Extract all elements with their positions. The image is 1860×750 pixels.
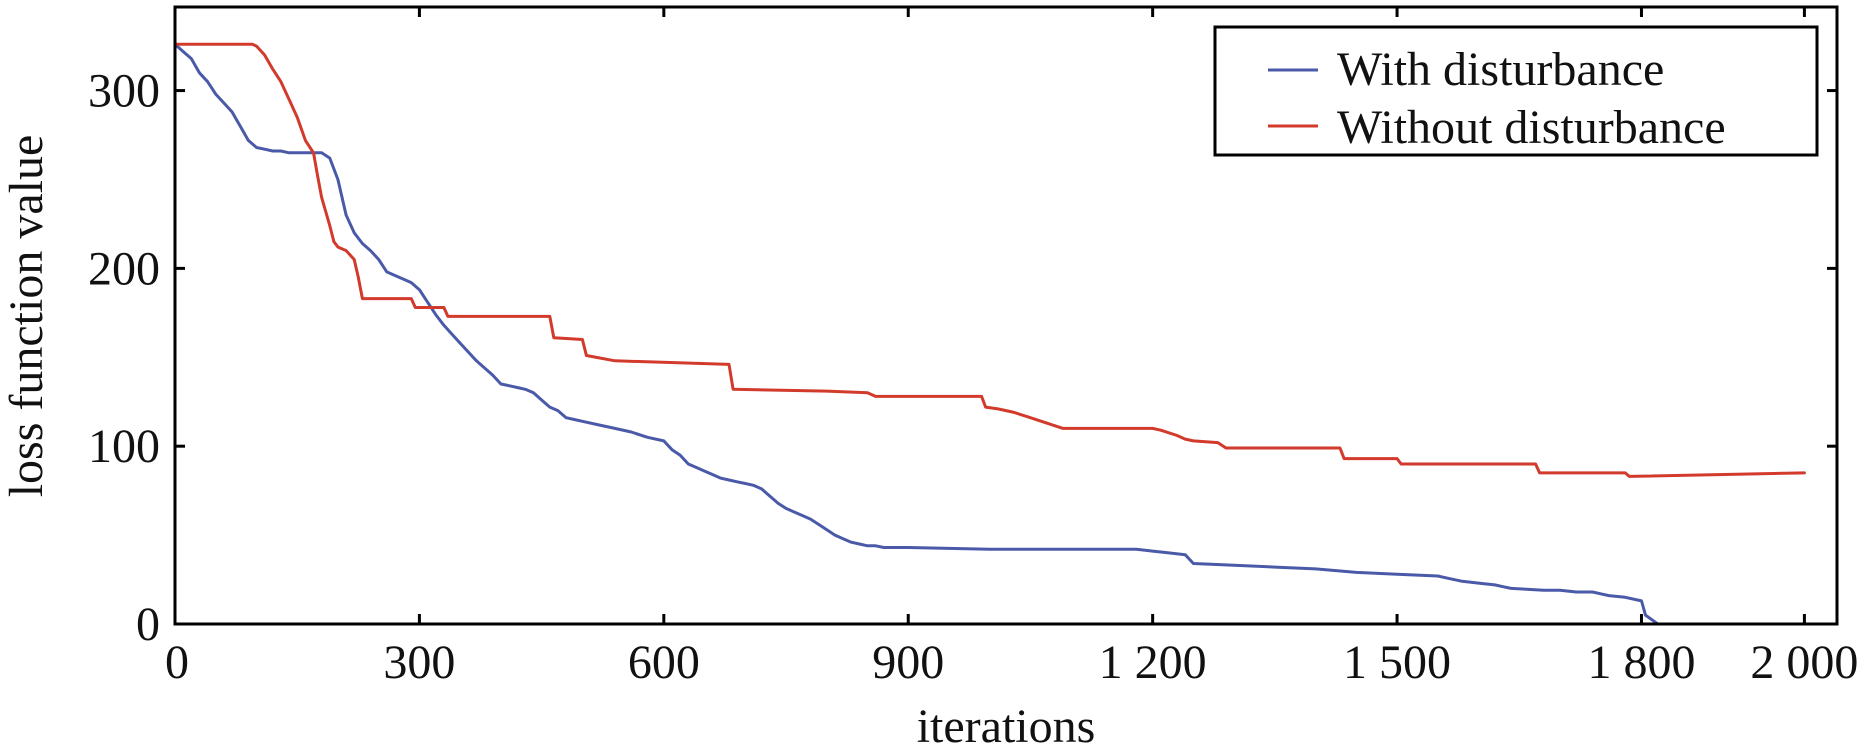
- y-tick-label: 300: [88, 65, 160, 118]
- y-tick-label: 200: [88, 242, 160, 295]
- x-tick-label: 600: [628, 636, 700, 689]
- y-tick-label: 100: [88, 420, 160, 473]
- x-tick-label: 1 500: [1343, 636, 1451, 689]
- x-tick-label: 1 800: [1587, 636, 1695, 689]
- series-line-with-disturbance: [173, 42, 1660, 626]
- x-tick-label: 1 200: [1099, 636, 1207, 689]
- x-tick-label: 2 000: [1750, 636, 1858, 689]
- legend: With disturbance Without disturbance: [1213, 25, 1819, 157]
- y-tick-label: 0: [136, 598, 160, 651]
- x-tick-label: 900: [872, 636, 944, 689]
- x-axis-ticks: 0 300 600 900 1 200 1 500 1 800 2 000: [165, 7, 1858, 689]
- x-tick-label: 300: [383, 636, 455, 689]
- x-tick-label: 0: [165, 636, 189, 689]
- y-axis-ticks: 0 100 200 300: [88, 65, 1837, 651]
- legend-box: [1213, 25, 1819, 157]
- series-layer: [173, 42, 1806, 626]
- legend-label-with-disturbance: With disturbance: [1337, 43, 1664, 96]
- x-axis-label: iterations: [917, 700, 1096, 750]
- plot-frame: [173, 5, 1839, 626]
- y-axis-label: loss function value: [0, 135, 53, 498]
- series-line-without-disturbance: [173, 42, 1806, 478]
- legend-label-without-disturbance: Without disturbance: [1337, 101, 1726, 154]
